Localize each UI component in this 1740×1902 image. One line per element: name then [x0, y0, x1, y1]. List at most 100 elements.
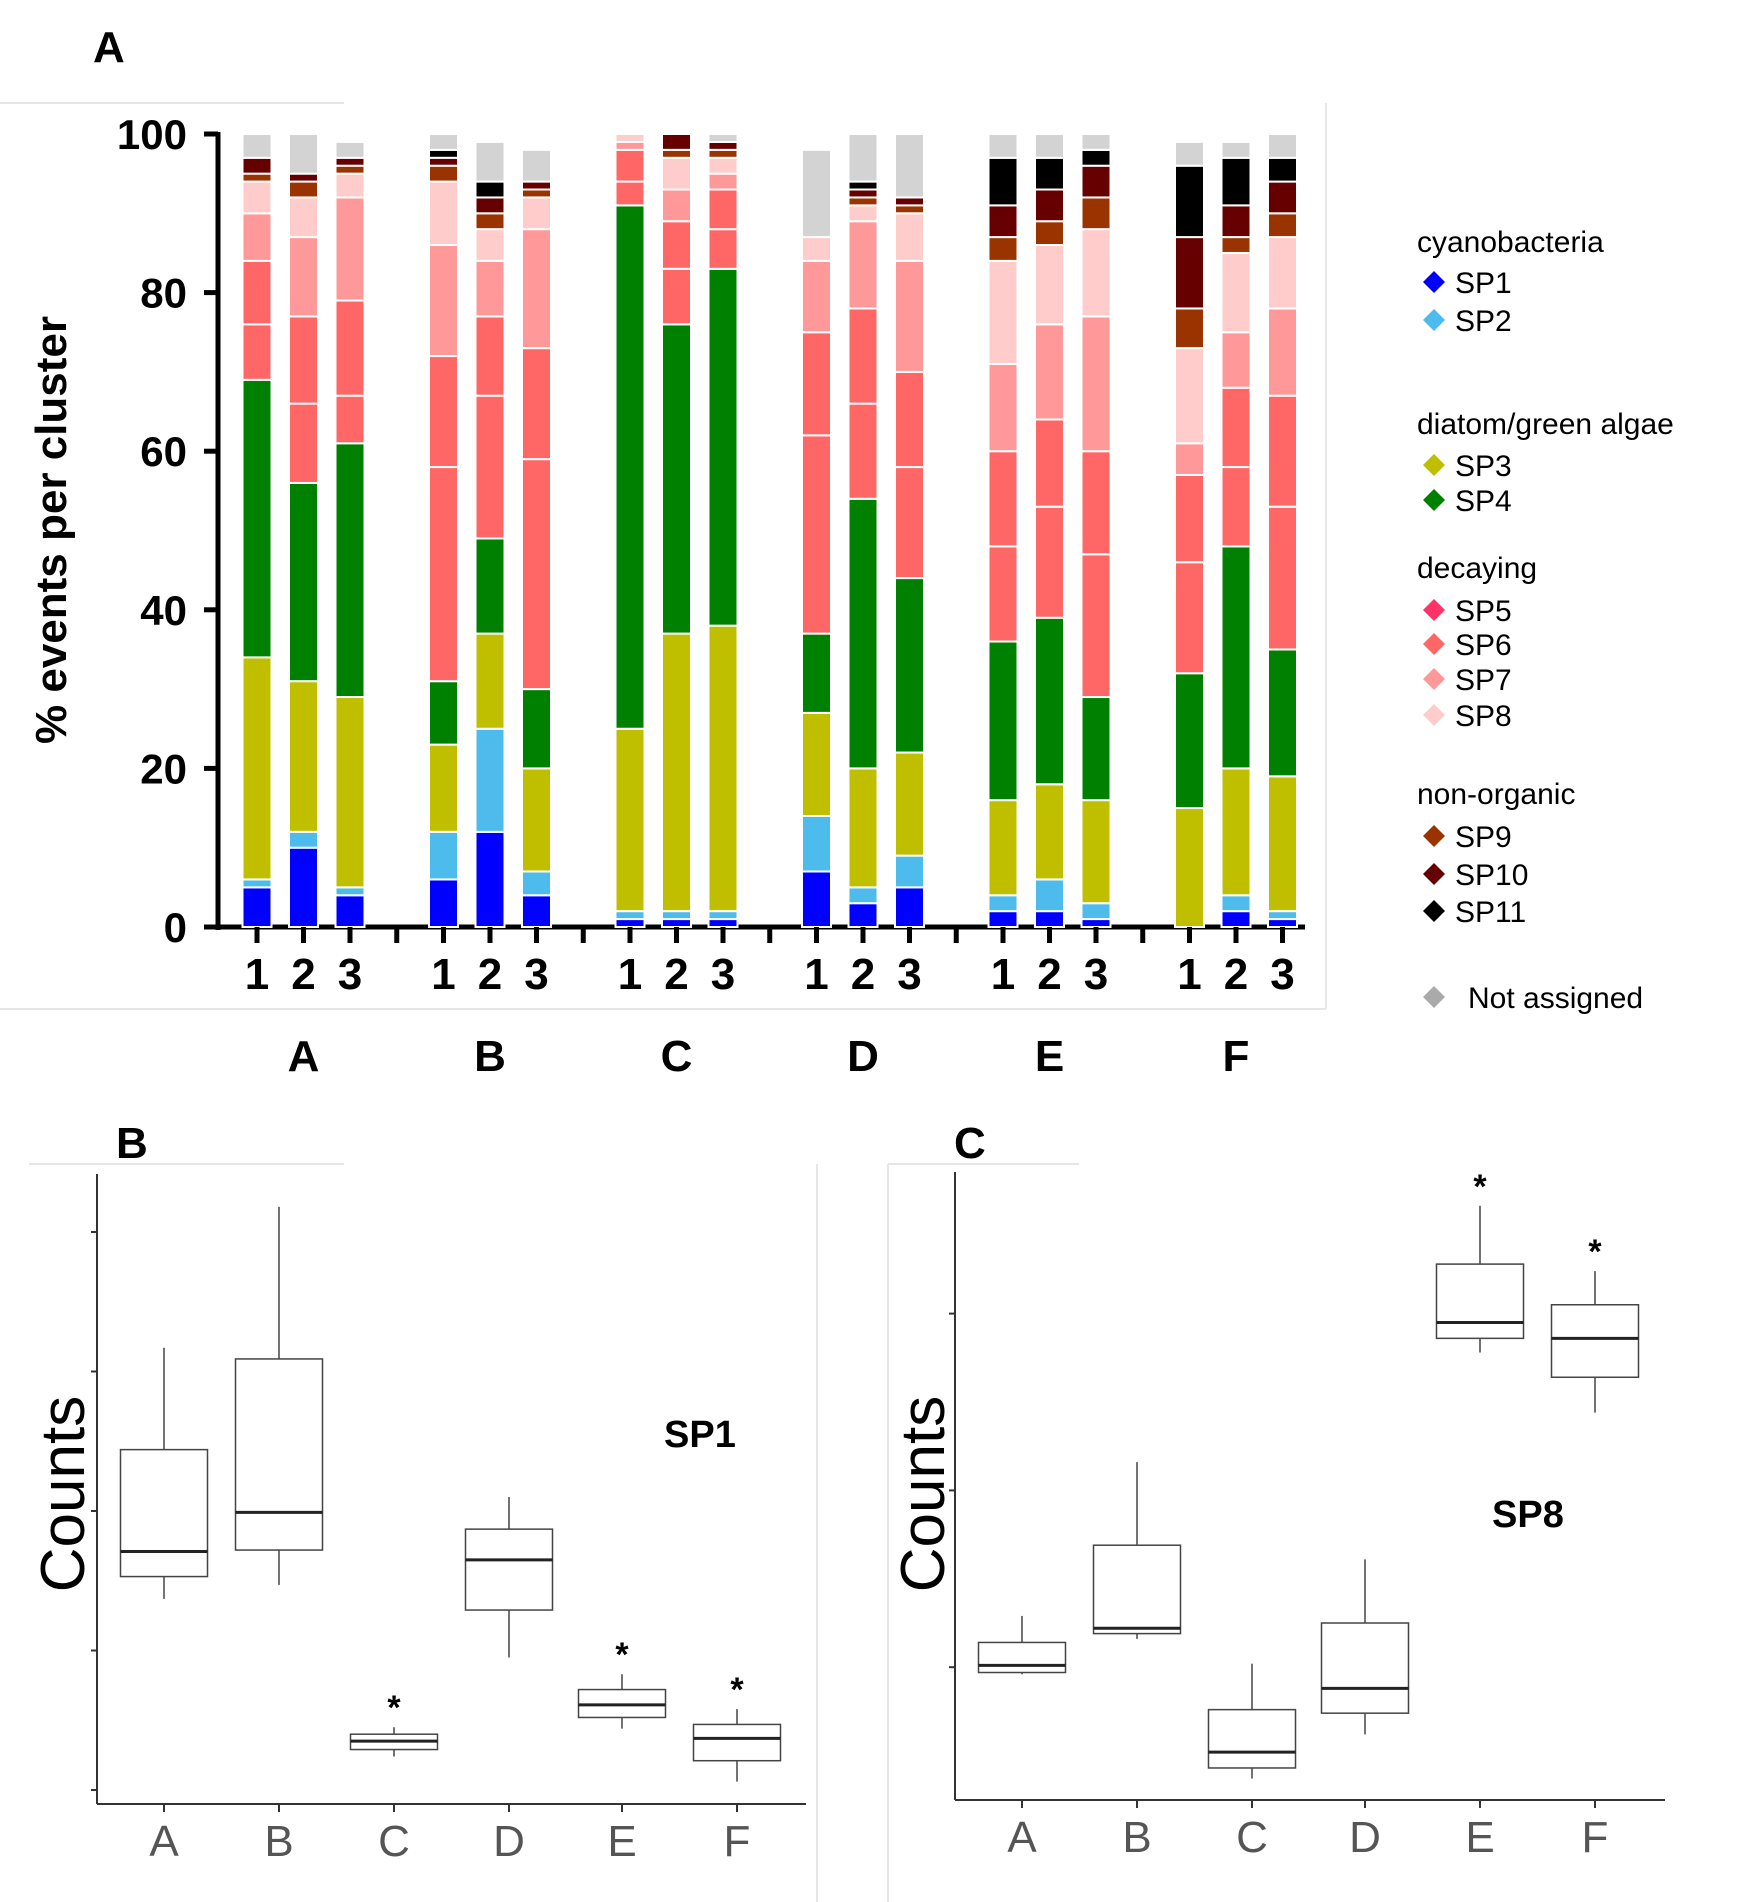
bar-segment-e3-sp1	[1080, 918, 1112, 929]
bar-segment-c1-sp1	[614, 918, 646, 929]
legend-group-title: diatom/green algae	[1417, 408, 1674, 441]
bar-segment-d2-sp10	[847, 188, 879, 199]
y-axis-label-b: Counts	[29, 1396, 98, 1592]
bar-label: 2	[664, 950, 688, 999]
legend-item-label: SP4	[1455, 485, 1512, 518]
bar-segment-f2-sp7	[1220, 331, 1252, 389]
x-tick-label: B	[1122, 1813, 1151, 1862]
x-tick-label: F	[724, 1817, 751, 1866]
bar-label: 3	[897, 950, 921, 999]
bar-segment-a1-sp3	[241, 656, 273, 881]
bar-segment-e1-sp9	[987, 236, 1019, 262]
y-tick-label: 100	[117, 111, 187, 158]
group-label: C	[661, 1032, 693, 1081]
bar-segment-d2-sp11	[847, 180, 879, 191]
bar-segment-a1-sp8	[241, 180, 273, 215]
bar-segment-f1-sp7	[1174, 442, 1205, 476]
bar-segment-c3-sp3	[707, 624, 739, 913]
bar-segment-b1-sp7	[428, 244, 459, 358]
bar-segment-a3-sp6	[334, 299, 366, 397]
x-tick-label: E	[1465, 1813, 1494, 1862]
bar-segment-f2-not-assigned	[1220, 140, 1252, 159]
bar-segment-c2-sp2	[661, 910, 692, 921]
bar-segment-f3-sp11	[1267, 156, 1298, 183]
bar-segment-d3-sp7	[894, 259, 925, 373]
legend-marker-diamond-icon	[1423, 454, 1445, 476]
bar-segment-e2-sp6	[1034, 418, 1065, 508]
bar-segment-f3-sp7	[1267, 307, 1298, 397]
box-f	[692, 1723, 782, 1762]
bar-segment-f2-sp2	[1220, 894, 1252, 913]
bar-segment-b2-sp2	[474, 727, 506, 833]
bar-segment-f1-sp8	[1174, 347, 1205, 445]
y-tick-label: 80	[140, 270, 187, 317]
bar-segment-e2-sp8	[1034, 244, 1065, 326]
bar-segment-b3-sp8	[521, 196, 552, 231]
bar-segment-e1-sp8	[987, 259, 1019, 365]
bar-segment-a2-sp1	[288, 846, 319, 929]
bar-segment-e1-sp3	[987, 799, 1019, 897]
panel-frames	[0, 102, 1327, 1902]
bar-segment-c1-sp6	[614, 148, 646, 183]
bar-segment-d2-sp1	[847, 902, 879, 929]
panel-label-a: A	[93, 23, 125, 72]
legend-marker-diamond-icon	[1423, 271, 1445, 293]
significance-star: *	[387, 1689, 401, 1727]
bar-segment-e3-sp11	[1080, 148, 1112, 167]
bar-segment-b2-sp4	[474, 537, 506, 635]
bar-label: 1	[804, 950, 828, 999]
box-c	[1207, 1708, 1297, 1769]
bar-segment-b3-sp5	[521, 458, 552, 691]
box-d	[464, 1528, 554, 1611]
bar-segment-e1-sp1	[987, 910, 1019, 929]
bar-segment-b1-sp6	[428, 355, 459, 469]
box-b	[234, 1358, 324, 1551]
bar-segment-c3-sp8	[707, 156, 739, 175]
bar-segment-f3-not-assigned	[1267, 133, 1298, 159]
legend-item-label: SP11	[1455, 896, 1526, 929]
significance-star: *	[730, 1671, 744, 1709]
legend-item-label: SP5	[1455, 595, 1512, 628]
bar-segment-c2-sp1	[661, 918, 692, 929]
bar-segment-b2-sp7	[474, 259, 506, 318]
bar-segment-b1-sp10	[428, 156, 459, 167]
bar-segment-e3-sp5	[1080, 553, 1112, 699]
bar-label: 3	[524, 950, 548, 999]
bar-segment-c2-sp6	[661, 220, 692, 270]
bar-segment-b2-not-assigned	[474, 140, 506, 183]
bar-segment-e3-sp9	[1080, 196, 1112, 231]
significance-star: *	[1473, 1168, 1487, 1206]
legend-item-label: SP1	[1455, 267, 1512, 300]
bar-segment-f1-not-assigned	[1174, 140, 1205, 167]
bar-label: 3	[711, 950, 735, 999]
bar-segment-e2-sp3	[1034, 783, 1065, 881]
bar-label: 1	[618, 950, 642, 999]
legend-marker-diamond-icon	[1423, 668, 1445, 690]
bar-segment-e1-sp4	[987, 640, 1019, 802]
bar-segment-a2-sp9	[288, 180, 319, 199]
x-tick-label: C	[1236, 1813, 1268, 1862]
bar-segment-c1-sp4	[614, 204, 646, 730]
bar-segment-b3-sp7	[521, 228, 552, 350]
legend-marker-diamond-icon	[1423, 309, 1445, 331]
bar-segment-c1-sp5	[614, 180, 646, 207]
significance-star: *	[615, 1636, 629, 1674]
bar-segment-a2-sp4	[288, 481, 319, 683]
bar-segment-f3-sp1	[1267, 918, 1298, 929]
bar-segment-d1-sp6	[801, 331, 832, 437]
bar-segment-d1-sp3	[801, 711, 832, 817]
bar-segment-c1-sp8	[614, 133, 646, 143]
bar-segment-d2-sp3	[847, 767, 879, 889]
bar-segment-a1-sp2	[241, 878, 273, 889]
bar-segment-e1-sp11	[987, 156, 1019, 207]
legend-marker-diamond-icon	[1423, 863, 1445, 885]
panel-label-c: C	[954, 1119, 986, 1168]
bar-segment-b1-sp8	[428, 180, 459, 247]
bar-segment-a3-sp4	[334, 442, 366, 699]
bar-segment-a3-sp10	[334, 156, 366, 167]
bar-segment-b3-sp2	[521, 870, 552, 897]
panel-label-b: B	[116, 1119, 148, 1168]
bar-segment-c2-sp3	[661, 632, 692, 913]
